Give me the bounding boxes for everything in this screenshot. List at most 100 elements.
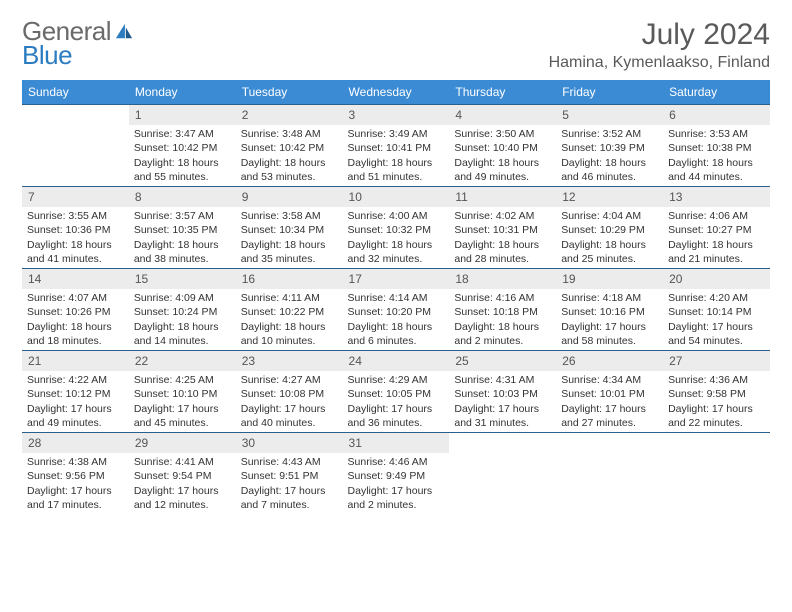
empty-cell [663, 433, 770, 515]
day-body: Sunrise: 4:00 AMSunset: 10:32 PMDaylight… [343, 207, 450, 268]
day-cell: 30Sunrise: 4:43 AMSunset: 9:51 PMDayligh… [236, 433, 343, 515]
day-number: 20 [663, 269, 770, 289]
day-cell: 22Sunrise: 4:25 AMSunset: 10:10 PMDaylig… [129, 351, 236, 433]
day-body: Sunrise: 4:02 AMSunset: 10:31 PMDaylight… [449, 207, 556, 268]
day-number: 31 [343, 433, 450, 453]
day-number: 4 [449, 105, 556, 125]
day-cell: 23Sunrise: 4:27 AMSunset: 10:08 PMDaylig… [236, 351, 343, 433]
day-number: 29 [129, 433, 236, 453]
month-title: July 2024 [549, 18, 770, 52]
day-cell: 19Sunrise: 4:18 AMSunset: 10:16 PMDaylig… [556, 269, 663, 351]
day-body: Sunrise: 4:22 AMSunset: 10:12 PMDaylight… [22, 371, 129, 432]
day-cell: 13Sunrise: 4:06 AMSunset: 10:27 PMDaylig… [663, 187, 770, 269]
day-body: Sunrise: 3:47 AMSunset: 10:42 PMDaylight… [129, 125, 236, 186]
day-number: 26 [556, 351, 663, 371]
empty-cell [22, 105, 129, 187]
day-number: 19 [556, 269, 663, 289]
dayname-cell: Wednesday [343, 80, 450, 105]
day-number: 6 [663, 105, 770, 125]
day-number: 2 [236, 105, 343, 125]
empty-cell [449, 433, 556, 515]
calendar-row: 1Sunrise: 3:47 AMSunset: 10:42 PMDayligh… [22, 105, 770, 187]
day-number: 17 [343, 269, 450, 289]
dayname-cell: Thursday [449, 80, 556, 105]
day-body: Sunrise: 4:14 AMSunset: 10:20 PMDaylight… [343, 289, 450, 350]
day-body: Sunrise: 4:27 AMSunset: 10:08 PMDaylight… [236, 371, 343, 432]
title-block: July 2024 Hamina, Kymenlaakso, Finland [549, 18, 770, 72]
day-body: Sunrise: 4:06 AMSunset: 10:27 PMDaylight… [663, 207, 770, 268]
day-body: Sunrise: 3:57 AMSunset: 10:35 PMDaylight… [129, 207, 236, 268]
day-number: 7 [22, 187, 129, 207]
day-body: Sunrise: 4:11 AMSunset: 10:22 PMDaylight… [236, 289, 343, 350]
day-body: Sunrise: 3:50 AMSunset: 10:40 PMDaylight… [449, 125, 556, 186]
day-body: Sunrise: 4:41 AMSunset: 9:54 PMDaylight:… [129, 453, 236, 514]
day-body: Sunrise: 4:25 AMSunset: 10:10 PMDaylight… [129, 371, 236, 432]
logo-text-b: Blue [22, 42, 136, 68]
day-cell: 7Sunrise: 3:55 AMSunset: 10:36 PMDayligh… [22, 187, 129, 269]
calendar-row: 14Sunrise: 4:07 AMSunset: 10:26 PMDaylig… [22, 269, 770, 351]
page-header: GeneralBlue July 2024 Hamina, Kymenlaaks… [22, 18, 770, 72]
day-number: 21 [22, 351, 129, 371]
day-number: 8 [129, 187, 236, 207]
dayname-cell: Friday [556, 80, 663, 105]
day-number: 25 [449, 351, 556, 371]
day-number: 14 [22, 269, 129, 289]
calendar-body: 1Sunrise: 3:47 AMSunset: 10:42 PMDayligh… [22, 105, 770, 515]
day-cell: 29Sunrise: 4:41 AMSunset: 9:54 PMDayligh… [129, 433, 236, 515]
logo-sail-icon [114, 18, 134, 44]
day-body: Sunrise: 4:29 AMSunset: 10:05 PMDaylight… [343, 371, 450, 432]
day-cell: 11Sunrise: 4:02 AMSunset: 10:31 PMDaylig… [449, 187, 556, 269]
day-cell: 27Sunrise: 4:36 AMSunset: 9:58 PMDayligh… [663, 351, 770, 433]
day-cell: 20Sunrise: 4:20 AMSunset: 10:14 PMDaylig… [663, 269, 770, 351]
day-cell: 5Sunrise: 3:52 AMSunset: 10:39 PMDayligh… [556, 105, 663, 187]
day-number: 5 [556, 105, 663, 125]
day-body: Sunrise: 3:49 AMSunset: 10:41 PMDaylight… [343, 125, 450, 186]
day-body: Sunrise: 4:20 AMSunset: 10:14 PMDaylight… [663, 289, 770, 350]
day-number: 9 [236, 187, 343, 207]
day-body: Sunrise: 4:43 AMSunset: 9:51 PMDaylight:… [236, 453, 343, 514]
day-number: 23 [236, 351, 343, 371]
day-number: 18 [449, 269, 556, 289]
day-body: Sunrise: 4:38 AMSunset: 9:56 PMDaylight:… [22, 453, 129, 514]
day-body: Sunrise: 4:18 AMSunset: 10:16 PMDaylight… [556, 289, 663, 350]
day-cell: 3Sunrise: 3:49 AMSunset: 10:41 PMDayligh… [343, 105, 450, 187]
empty-cell [556, 433, 663, 515]
day-body: Sunrise: 4:09 AMSunset: 10:24 PMDaylight… [129, 289, 236, 350]
dayname-cell: Sunday [22, 80, 129, 105]
day-cell: 21Sunrise: 4:22 AMSunset: 10:12 PMDaylig… [22, 351, 129, 433]
day-cell: 12Sunrise: 4:04 AMSunset: 10:29 PMDaylig… [556, 187, 663, 269]
day-number: 13 [663, 187, 770, 207]
logo: GeneralBlue [22, 18, 136, 68]
day-cell: 8Sunrise: 3:57 AMSunset: 10:35 PMDayligh… [129, 187, 236, 269]
day-cell: 16Sunrise: 4:11 AMSunset: 10:22 PMDaylig… [236, 269, 343, 351]
calendar-table: SundayMondayTuesdayWednesdayThursdayFrid… [22, 80, 770, 515]
dayname-cell: Saturday [663, 80, 770, 105]
day-cell: 24Sunrise: 4:29 AMSunset: 10:05 PMDaylig… [343, 351, 450, 433]
day-number: 12 [556, 187, 663, 207]
day-body: Sunrise: 4:07 AMSunset: 10:26 PMDaylight… [22, 289, 129, 350]
day-cell: 26Sunrise: 4:34 AMSunset: 10:01 PMDaylig… [556, 351, 663, 433]
day-cell: 2Sunrise: 3:48 AMSunset: 10:42 PMDayligh… [236, 105, 343, 187]
day-body: Sunrise: 3:58 AMSunset: 10:34 PMDaylight… [236, 207, 343, 268]
day-number: 11 [449, 187, 556, 207]
day-number: 27 [663, 351, 770, 371]
day-cell: 6Sunrise: 3:53 AMSunset: 10:38 PMDayligh… [663, 105, 770, 187]
day-cell: 25Sunrise: 4:31 AMSunset: 10:03 PMDaylig… [449, 351, 556, 433]
day-cell: 4Sunrise: 3:50 AMSunset: 10:40 PMDayligh… [449, 105, 556, 187]
day-cell: 10Sunrise: 4:00 AMSunset: 10:32 PMDaylig… [343, 187, 450, 269]
day-number: 22 [129, 351, 236, 371]
day-number: 16 [236, 269, 343, 289]
dayname-cell: Monday [129, 80, 236, 105]
dayname-row: SundayMondayTuesdayWednesdayThursdayFrid… [22, 80, 770, 105]
day-number: 24 [343, 351, 450, 371]
day-cell: 1Sunrise: 3:47 AMSunset: 10:42 PMDayligh… [129, 105, 236, 187]
day-number: 15 [129, 269, 236, 289]
day-number: 30 [236, 433, 343, 453]
dayname-cell: Tuesday [236, 80, 343, 105]
day-cell: 9Sunrise: 3:58 AMSunset: 10:34 PMDayligh… [236, 187, 343, 269]
day-cell: 15Sunrise: 4:09 AMSunset: 10:24 PMDaylig… [129, 269, 236, 351]
day-body: Sunrise: 4:31 AMSunset: 10:03 PMDaylight… [449, 371, 556, 432]
day-cell: 28Sunrise: 4:38 AMSunset: 9:56 PMDayligh… [22, 433, 129, 515]
day-number: 3 [343, 105, 450, 125]
day-body: Sunrise: 3:52 AMSunset: 10:39 PMDaylight… [556, 125, 663, 186]
